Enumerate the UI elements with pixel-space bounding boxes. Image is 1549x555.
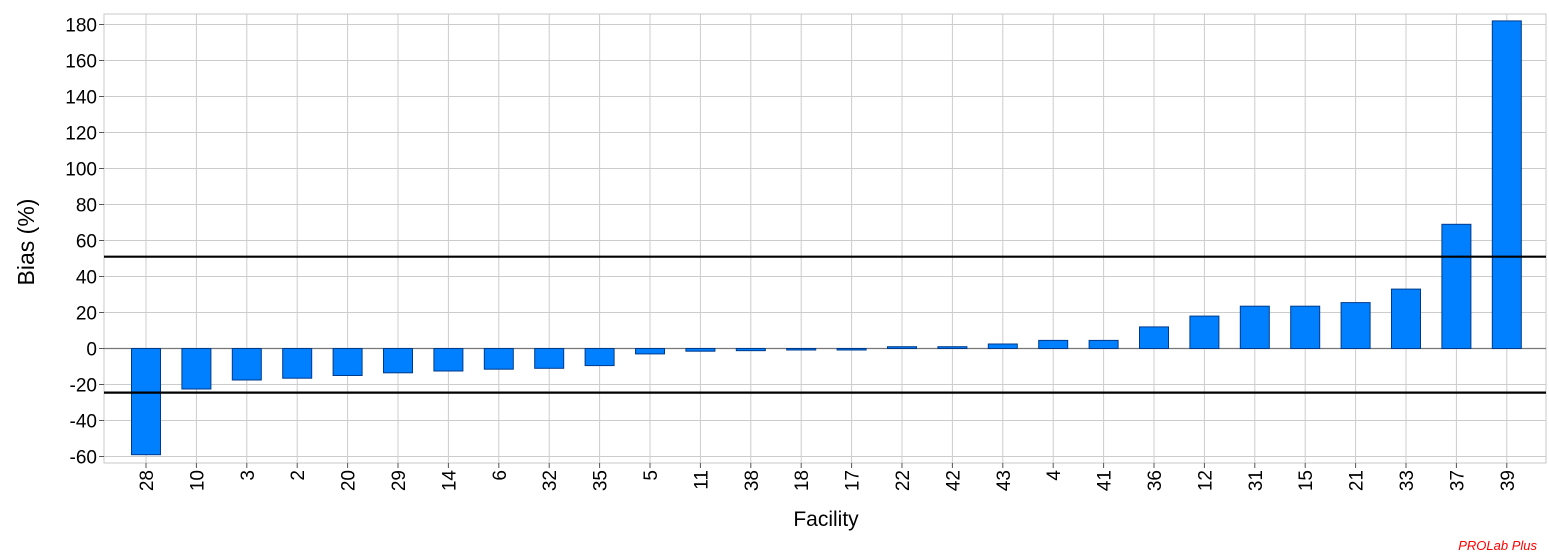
x-tick-label: 12 [1195, 470, 1216, 491]
x-tick-label: 14 [439, 470, 460, 492]
y-tick-label: -20 [70, 376, 97, 397]
x-tick-label: 29 [389, 470, 410, 491]
bar-facility-42 [937, 346, 968, 350]
x-tick-label: 11 [691, 470, 712, 490]
x-tick-label: 36 [1145, 470, 1166, 491]
y-tick-labels: -60 -40 -20 0 20 40 60 80 100 120 140 160 180 [65, 16, 104, 469]
bar-facility-5 [635, 348, 665, 355]
y-tick-label: 80 [76, 196, 97, 217]
x-tick-labels: 28 10 3 2 20 29 14 6 32 35 5 11 38 18 17 22 42 43 4 41 36 12 3… [137, 463, 1519, 491]
y-tick-label: 160 [65, 52, 97, 73]
x-tick-label: 20 [339, 470, 360, 491]
x-axis-label: Facility [793, 508, 859, 531]
x-tick-label: 28 [137, 470, 158, 491]
y-tick-label: 120 [65, 124, 97, 145]
y-tick-label: -60 [70, 448, 97, 469]
x-tick-label: 17 [843, 470, 864, 491]
bar-facility-22 [887, 346, 917, 350]
bar-facility-14 [433, 348, 464, 372]
x-tick-label: 10 [187, 470, 208, 491]
x-tick-label: 41 [1095, 470, 1116, 491]
y-tick-label: 60 [76, 232, 97, 253]
bar-facility-6 [483, 348, 514, 370]
bar-facility-33 [1391, 288, 1421, 350]
bar-facility-29 [383, 348, 413, 374]
bar-facility-2 [282, 348, 313, 379]
bar-facility-28 [131, 348, 161, 456]
bar-facility-41 [1088, 339, 1119, 349]
bar-facility-15 [1290, 305, 1321, 350]
bar-facility-39 [1491, 20, 1522, 350]
y-tick-label: -40 [70, 412, 97, 433]
bar-facility-31 [1239, 305, 1270, 350]
reference-lines [104, 255, 1546, 394]
bar-facility-38 [735, 348, 766, 352]
x-tick-label: 35 [591, 470, 612, 491]
bar-facility-18 [786, 348, 817, 351]
bar-facility-4 [1038, 339, 1069, 349]
bar-facility-17 [836, 348, 867, 351]
x-tick-label: 33 [1397, 470, 1418, 491]
x-tick-label: 38 [742, 470, 763, 491]
bar-facility-43 [987, 343, 1018, 349]
y-tick-label: 0 [86, 340, 97, 361]
x-tick-label: 5 [641, 470, 662, 481]
watermark-logo: PROLab Plus [1458, 538, 1537, 553]
bar-facility-11 [685, 348, 716, 352]
x-tick-label: 18 [792, 470, 813, 491]
bar-facility-20 [332, 348, 363, 376]
bar-facility-3 [231, 348, 262, 381]
x-tick-label: 32 [540, 470, 561, 491]
grid-lines [103, 13, 1547, 464]
bar-facility-10 [181, 348, 212, 390]
x-tick-label: 2 [288, 470, 309, 481]
x-tick-label: 3 [238, 470, 259, 481]
x-tick-label: 37 [1447, 470, 1468, 491]
y-tick-label: 100 [65, 160, 97, 181]
plot-frame [103, 13, 1547, 464]
x-tick-label: 43 [994, 470, 1015, 491]
x-tick-label: 42 [943, 470, 964, 491]
bar-facility-37 [1441, 223, 1472, 349]
x-tick-label: 22 [893, 470, 914, 491]
x-tick-label: 4 [1044, 470, 1065, 481]
bar-facility-36 [1139, 326, 1169, 349]
y-tick-label: 180 [65, 16, 97, 37]
y-tick-label: 40 [76, 268, 97, 289]
y-axis-label: Bias (%) [13, 199, 39, 286]
y-tick-label: 140 [65, 88, 97, 109]
x-tick-label: 21 [1347, 470, 1368, 491]
bar-facility-35 [584, 348, 615, 367]
bar-facility-12 [1189, 315, 1220, 350]
y-tick-label: 20 [76, 304, 97, 325]
x-tick-label: 39 [1498, 470, 1519, 491]
bar-facility-21 [1340, 302, 1371, 350]
x-tick-label: 15 [1296, 470, 1317, 491]
bar-facility-32 [534, 348, 565, 369]
bars [131, 20, 1522, 456]
x-tick-label: 31 [1246, 470, 1267, 491]
x-tick-label: 6 [490, 470, 511, 481]
